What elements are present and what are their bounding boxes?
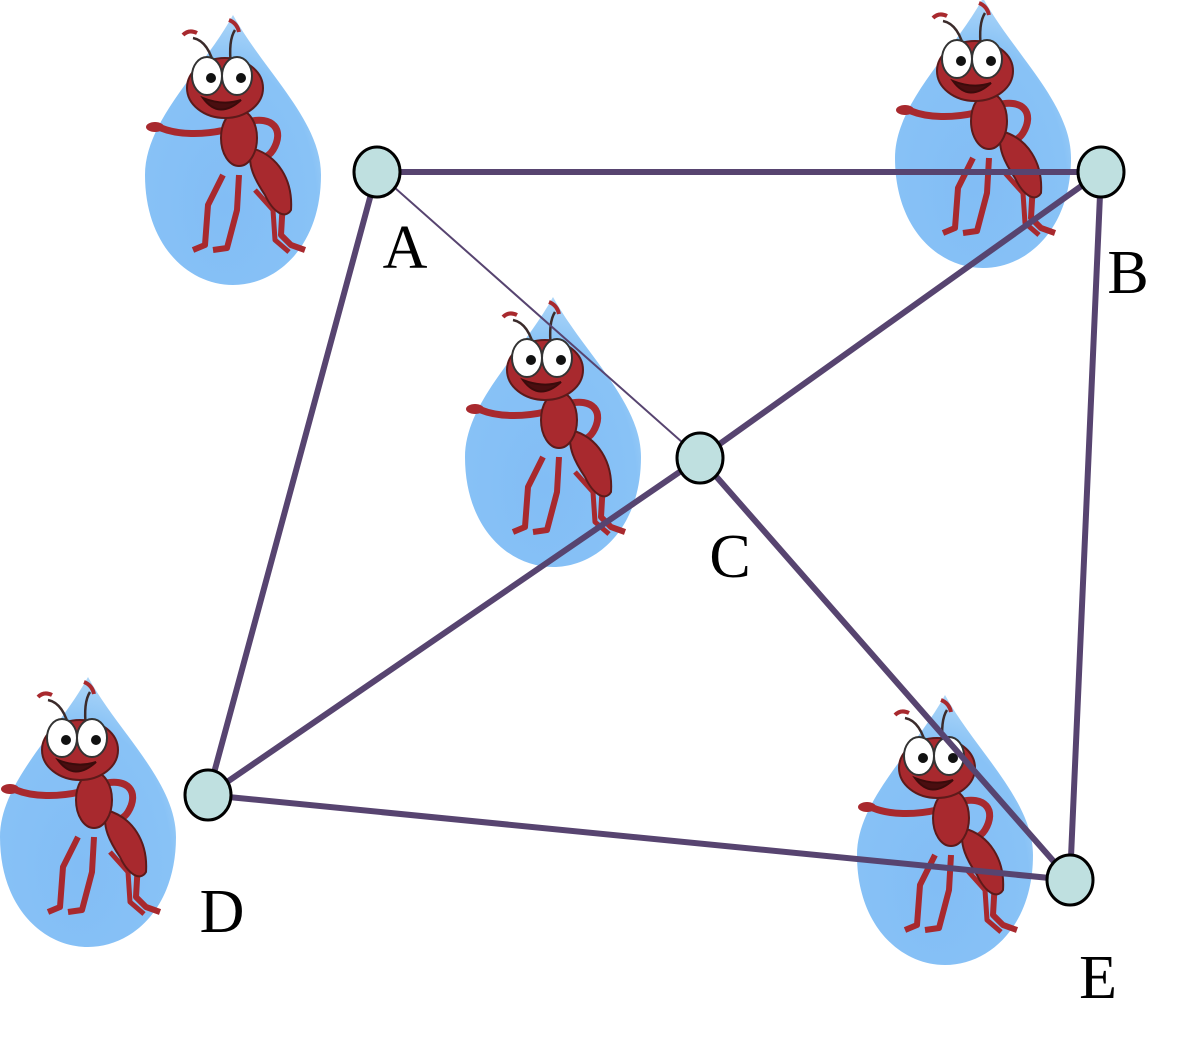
node-a bbox=[352, 145, 402, 199]
edge-a-c bbox=[376, 171, 701, 459]
node-d bbox=[183, 768, 233, 822]
edge-d-e bbox=[205, 792, 1073, 883]
node-c bbox=[675, 431, 725, 485]
edge-b-c bbox=[697, 169, 1104, 461]
edge-b-e bbox=[1067, 169, 1104, 883]
node-label-e: E bbox=[1079, 944, 1117, 1012]
node-label-c: C bbox=[709, 523, 750, 591]
ant-water-drop-icon bbox=[465, 297, 641, 567]
ant-water-drop-icon bbox=[0, 677, 176, 947]
node-label-a: A bbox=[383, 214, 428, 282]
edge-c-e bbox=[697, 455, 1073, 883]
node-label-d: D bbox=[200, 878, 245, 946]
node-b bbox=[1076, 145, 1126, 199]
edge-a-d bbox=[205, 169, 380, 798]
node-e bbox=[1045, 853, 1095, 907]
ant-water-drop-icon bbox=[895, 0, 1071, 268]
node-label-b: B bbox=[1107, 239, 1148, 307]
ant-water-drop-icon bbox=[145, 15, 321, 285]
edge-c-d bbox=[205, 455, 703, 798]
